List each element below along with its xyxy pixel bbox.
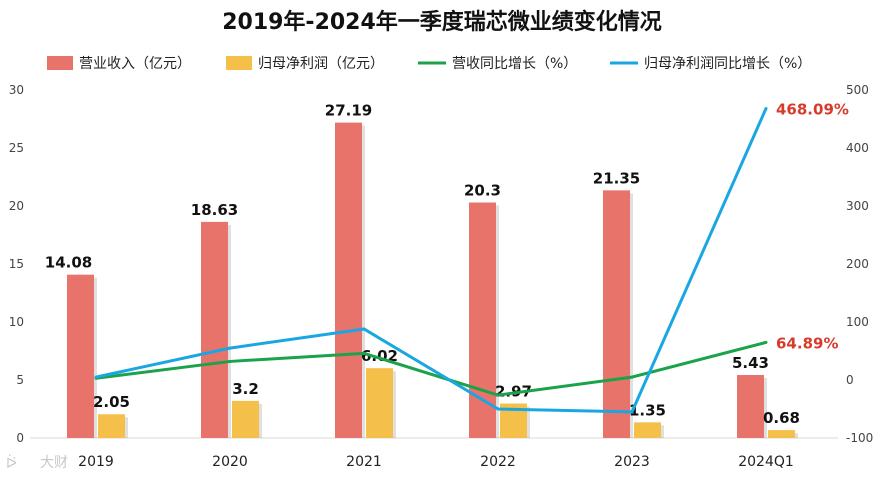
left-tick-label: 20: [9, 199, 24, 213]
legend-label-profit-growth: 归母净利润同比增长（%）: [644, 55, 811, 72]
right-axis: -100 0 100 200 300 400 500: [846, 83, 873, 445]
right-tick-label: -100: [846, 431, 873, 445]
net-profit-value-label: 2.05: [93, 393, 130, 411]
revenue-value-label: 14.08: [45, 254, 92, 272]
legend: 营业收入（亿元） 归母净利润（亿元） 营收同比增长（%） 归母净利润同比增长（%…: [47, 55, 811, 72]
revenue-value-label: 18.63: [191, 201, 238, 219]
right-tick-label: 500: [846, 83, 869, 97]
profit-growth-point: [630, 410, 634, 414]
x-tick-label: 2021: [346, 454, 382, 470]
revenue-value-label: 27.19: [325, 102, 372, 120]
profit-growth-line: [95, 107, 768, 414]
left-tick-label: 0: [16, 431, 24, 445]
chart-title: 2019年-2024年一季度瑞芯微业绩变化情况: [222, 9, 662, 35]
watermark: ᐖ 大财: [6, 455, 68, 472]
left-tick-label: 25: [9, 141, 24, 155]
profit-growth-point: [228, 346, 232, 350]
bars: [67, 122, 798, 438]
revenue-growth-point: [362, 351, 366, 355]
revenue-bar: [335, 122, 362, 438]
net-profit-bar: [634, 422, 661, 438]
legend-swatch-net-profit: [226, 56, 252, 70]
growth-lines: [94, 107, 768, 414]
revenue-bar: [603, 190, 630, 438]
x-tick-label: 2020: [212, 454, 248, 470]
right-tick-label: 400: [846, 141, 869, 155]
x-axis: 2019 2020 2021 2022 2023 2024Q1: [78, 454, 794, 470]
net-profit-bar: [366, 368, 393, 438]
net-profit-bar: [768, 430, 795, 438]
right-tick-label: 200: [846, 257, 869, 271]
left-tick-label: 30: [9, 83, 24, 97]
left-tick-label: 15: [9, 257, 24, 271]
revenue-growth-end-label: 64.89%: [776, 334, 838, 352]
x-tick-label: 2024Q1: [738, 454, 794, 470]
revenue-growth-line: [95, 340, 767, 397]
net-profit-bar: [98, 414, 125, 438]
right-tick-label: 300: [846, 199, 869, 213]
revenue-value-label: 20.3: [464, 182, 501, 200]
revenue-growth-point: [496, 393, 500, 397]
net-profit-value-label: 0.68: [763, 409, 800, 427]
left-tick-label: 10: [9, 315, 24, 329]
profit-growth-point: [94, 375, 98, 379]
revenue-value-label: 21.35: [593, 169, 640, 187]
net-profit-value-label: 1.35: [629, 401, 666, 419]
revenue-bar: [67, 274, 94, 438]
legend-label-net-profit: 归母净利润（亿元）: [258, 55, 384, 72]
revenue-bar: [469, 202, 496, 438]
revenue-bar: [737, 375, 764, 438]
profit-growth-point: [764, 107, 768, 111]
x-tick-label: 2023: [614, 454, 650, 470]
line-end-labels: 64.89% 468.09%: [776, 101, 849, 353]
legend-label-revenue-growth: 营收同比增长（%）: [452, 56, 577, 72]
watermark-logo-icon: ᐖ: [6, 455, 17, 472]
watermark-text: 大财: [40, 455, 68, 471]
revenue-growth-point: [228, 359, 232, 363]
profit-growth-point: [362, 327, 366, 331]
revenue-growth-point: [630, 375, 634, 379]
right-tick-label: 100: [846, 315, 869, 329]
revenue-value-label: 5.43: [732, 354, 769, 372]
revenue-growth-point: [764, 340, 768, 344]
legend-label-revenue: 营业收入（亿元）: [79, 56, 191, 72]
revenue-bar: [201, 221, 228, 438]
right-tick-label: 0: [846, 373, 854, 387]
net-profit-value-label: 3.2: [232, 380, 259, 398]
x-tick-label: 2019: [78, 454, 114, 470]
left-axis: 0 5 10 15 20 25 30: [9, 83, 24, 445]
profit-growth-end-label: 468.09%: [776, 101, 849, 119]
x-tick-label: 2022: [480, 454, 516, 470]
net-profit-bar: [232, 400, 259, 438]
profit-growth-point: [496, 407, 500, 411]
bar-labels: 14.082.0518.633.227.196.0220.32.9721.351…: [45, 102, 800, 428]
legend-swatch-revenue: [47, 56, 73, 70]
left-tick-label: 5: [16, 373, 24, 387]
